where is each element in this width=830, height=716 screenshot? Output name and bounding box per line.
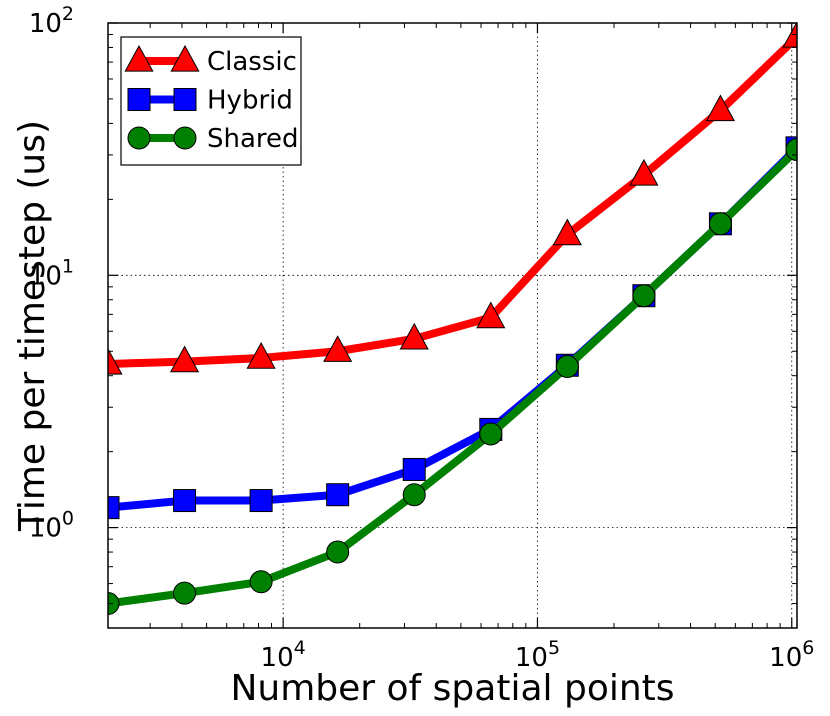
data-point xyxy=(108,347,123,375)
data-point xyxy=(108,592,120,616)
legend-label: Shared xyxy=(207,124,299,154)
data-point xyxy=(552,218,582,246)
series-layer xyxy=(108,23,797,616)
data-point xyxy=(108,496,120,520)
data-point xyxy=(632,284,656,308)
legend-marker xyxy=(170,44,200,72)
x-tick-label: 104 xyxy=(261,637,306,673)
series-classic xyxy=(108,23,797,375)
legend-marker xyxy=(173,88,197,111)
x-axis-title: Number of spatial points xyxy=(230,668,674,709)
legend: Classic Hybrid Shared xyxy=(120,36,302,166)
legend-item: Hybrid xyxy=(127,86,293,116)
series-line xyxy=(108,34,797,369)
data-point xyxy=(402,457,426,481)
data-point xyxy=(705,94,736,122)
data-point xyxy=(402,483,426,507)
y-tick-label: 101 xyxy=(29,255,74,291)
data-point xyxy=(249,489,273,513)
data-point xyxy=(782,23,797,48)
data-point xyxy=(399,322,429,350)
x-tick-label: 105 xyxy=(515,637,560,673)
data-point xyxy=(708,212,732,236)
data-point xyxy=(249,570,273,594)
y-axis-title: Time per timestep (us) xyxy=(12,120,53,532)
legend-marker xyxy=(124,44,154,72)
legend-item: Classic xyxy=(124,44,297,77)
plot-frame xyxy=(107,22,798,629)
data-point xyxy=(555,355,579,379)
legend-label: Hybrid xyxy=(207,86,293,116)
data-point xyxy=(246,341,276,369)
data-point xyxy=(326,540,350,564)
ticks: 104 105 106 100 101 102 xyxy=(29,3,815,673)
data-point xyxy=(173,581,197,605)
legend-marker xyxy=(173,126,197,150)
data-point xyxy=(476,301,506,329)
legend-marker xyxy=(127,126,151,150)
y-tick-label: 102 xyxy=(29,3,74,39)
series-line xyxy=(108,146,797,608)
data-point xyxy=(323,335,353,362)
y-tick-label: 100 xyxy=(29,508,74,544)
series-shared xyxy=(108,138,797,616)
data-point xyxy=(479,422,503,446)
data-point xyxy=(169,345,200,373)
data-point xyxy=(173,489,197,513)
legend-label: Classic xyxy=(207,47,297,77)
legend-item: Shared xyxy=(127,124,299,154)
x-tick-label: 106 xyxy=(769,637,814,673)
data-point xyxy=(326,483,350,507)
legend-marker xyxy=(127,88,151,111)
data-point xyxy=(629,158,659,186)
